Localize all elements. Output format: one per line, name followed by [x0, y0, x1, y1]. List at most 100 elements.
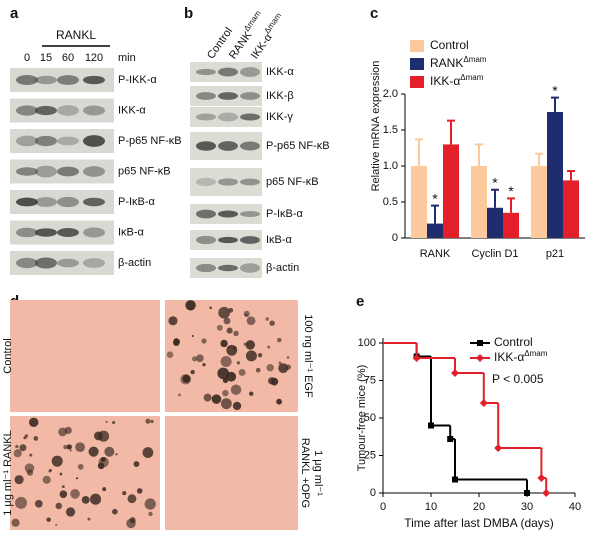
- colony: [90, 493, 102, 505]
- legend-label: IKK-αΔmam: [430, 73, 484, 89]
- x-tick-label: RANK: [420, 248, 451, 260]
- colony: [87, 517, 91, 521]
- colony: [226, 344, 238, 356]
- blot-strip: [10, 98, 114, 123]
- colony: [190, 369, 195, 375]
- y-tick-label: 0: [392, 232, 398, 244]
- blot-band: [240, 113, 260, 121]
- colony: [245, 350, 257, 362]
- blot-label: P-p65 NF-κB: [266, 140, 330, 152]
- y-tick-label: 50: [364, 412, 376, 424]
- colony: [220, 398, 232, 410]
- colony: [223, 317, 231, 325]
- blot-label: β-actin: [118, 257, 151, 269]
- colony: [276, 398, 282, 405]
- blot-label: β-actin: [266, 262, 299, 274]
- colony: [75, 442, 85, 453]
- micrograph: [165, 416, 298, 530]
- legend-label: Control: [430, 38, 469, 52]
- x-tick-label: 30: [521, 501, 533, 513]
- blot-band: [57, 228, 79, 237]
- blot-band: [218, 141, 238, 151]
- colony: [98, 457, 109, 468]
- time-label: 120: [85, 52, 103, 64]
- blot-band: [196, 263, 216, 273]
- colony: [65, 507, 76, 517]
- colony: [111, 420, 116, 425]
- data-point: [542, 489, 551, 497]
- colony: [48, 469, 52, 473]
- colony: [255, 367, 261, 373]
- colony: [15, 444, 19, 449]
- colony: [115, 453, 118, 456]
- colony: [178, 393, 181, 397]
- panel-label: c: [370, 5, 378, 22]
- colony: [232, 401, 242, 411]
- y-axis-label: Relative mRNA expression: [370, 61, 382, 192]
- time-label: 15: [40, 52, 52, 64]
- time-label: 0: [24, 52, 30, 64]
- blot-band: [196, 113, 216, 121]
- colony: [217, 367, 229, 380]
- blot-band: [83, 135, 105, 147]
- colony: [166, 351, 174, 358]
- colony: [23, 436, 27, 440]
- blot-strip: [10, 251, 114, 275]
- x-tick-label: 0: [380, 501, 386, 513]
- blot-band: [35, 165, 57, 178]
- colony: [238, 368, 246, 376]
- blot-band: [83, 166, 105, 177]
- colony: [69, 449, 72, 452]
- blot-band: [196, 68, 216, 76]
- legend-marker: [476, 354, 484, 362]
- colony: [182, 374, 191, 383]
- blot-band: [240, 141, 260, 151]
- colony: [105, 420, 108, 423]
- y-tick-label: 0.5: [383, 196, 398, 208]
- bar: [427, 223, 443, 238]
- blot-band: [196, 177, 216, 187]
- y-tick-label: 2.0: [383, 88, 398, 100]
- blot-band: [83, 197, 105, 207]
- blot-band: [35, 135, 57, 147]
- legend-marker: [477, 340, 483, 346]
- colony: [209, 306, 212, 310]
- y-axis-label: Tumour-free mice (%): [356, 365, 368, 472]
- colony: [81, 495, 90, 504]
- colony: [286, 356, 290, 359]
- panel-label: e: [356, 293, 364, 310]
- blot-band: [16, 135, 38, 147]
- colony: [58, 427, 68, 437]
- blot-label: IKK-β: [266, 90, 294, 102]
- bar: [443, 144, 459, 238]
- blot-band: [240, 236, 260, 244]
- blot-band: [196, 209, 216, 219]
- colony: [55, 502, 63, 510]
- colony: [230, 384, 242, 395]
- colony: [249, 391, 254, 396]
- blot-label: IκB-α: [118, 226, 145, 238]
- colony: [61, 485, 65, 489]
- legend-swatch: [410, 40, 424, 52]
- colony: [173, 338, 180, 344]
- x-tick-label: p21: [546, 248, 564, 260]
- colony: [216, 324, 223, 331]
- legend-swatch: [410, 58, 424, 70]
- legend-swatch: [410, 76, 424, 88]
- blot-band: [218, 92, 238, 100]
- blot-band: [16, 227, 38, 238]
- colony: [24, 463, 35, 473]
- blot-label: p65 NF-κB: [266, 176, 319, 188]
- blot-label: IKK-α: [118, 104, 146, 116]
- blot-band: [218, 236, 238, 244]
- colony: [233, 330, 239, 337]
- bar: [563, 180, 579, 238]
- time-unit: min: [118, 52, 136, 64]
- colony: [136, 488, 143, 494]
- blot-band: [35, 105, 57, 116]
- x-axis-label: Time after last DMBA (days): [404, 516, 554, 530]
- blot-band: [240, 210, 260, 218]
- bar: [531, 166, 547, 238]
- blot-band: [57, 136, 79, 146]
